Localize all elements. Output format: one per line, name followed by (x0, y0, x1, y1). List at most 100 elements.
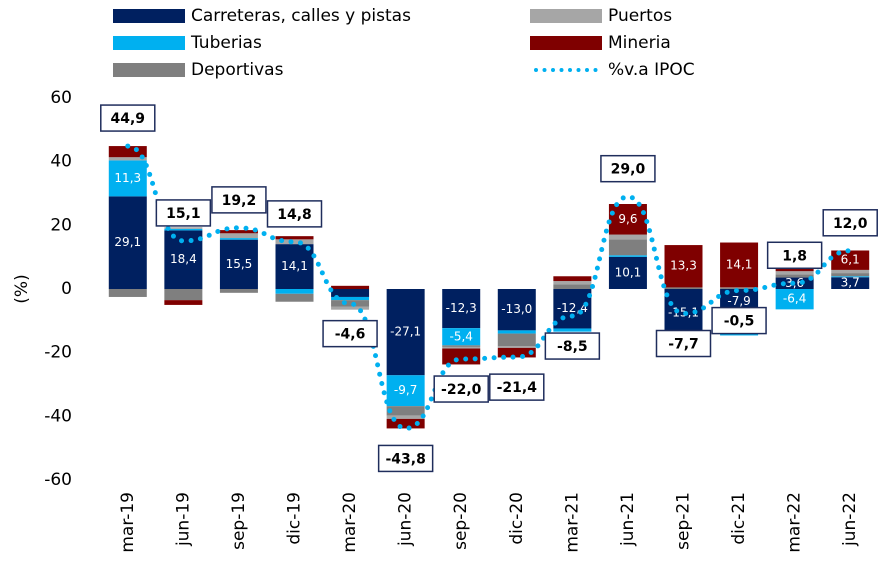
bar-segment (775, 271, 814, 275)
x-tick-label: jun-22 (840, 492, 860, 547)
bar-segment (219, 239, 258, 289)
bar-segment (275, 239, 314, 245)
bar-segment (108, 160, 147, 197)
y-tick-label: -60 (44, 470, 72, 490)
data-label: 15,5 (226, 257, 253, 271)
legend-label: %v.a IPOC (608, 60, 695, 80)
x-tick-label: dic-20 (507, 492, 527, 545)
bar-segment (497, 347, 536, 358)
callout-box (489, 373, 545, 401)
legend-swatch (530, 36, 602, 50)
bar-segment (275, 236, 314, 240)
callout-label: -22,0 (441, 382, 482, 398)
callout: -4,6 (322, 319, 378, 348)
bar-segment (331, 306, 370, 310)
callout: -0,5 (711, 306, 767, 335)
bar-segment (164, 300, 203, 305)
callout-box (322, 319, 378, 348)
x-tick-label: sep-21 (674, 492, 694, 550)
data-label: -7,9 (727, 294, 750, 308)
callout-box (377, 444, 434, 473)
bar-segment (553, 276, 592, 282)
callout-label: 12,0 (833, 216, 868, 232)
callout-box (433, 375, 489, 403)
bar-segment (553, 281, 592, 285)
bar-segment (775, 274, 814, 278)
legend-label: Deportivas (191, 60, 284, 80)
bar-segment (164, 228, 203, 231)
bar-segment (164, 227, 203, 229)
bar-segment (275, 293, 314, 302)
bar-segment (831, 250, 870, 270)
data-label: -6,4 (783, 292, 806, 306)
bar-segment (553, 289, 592, 329)
data-label: 14,1 (281, 259, 308, 273)
data-label: 13,3 (670, 259, 697, 273)
callout: 29,0 (600, 154, 656, 183)
bar-segment (608, 234, 647, 240)
callout-box (822, 209, 878, 237)
legend-swatch (113, 63, 185, 77)
bar-segment (331, 285, 370, 289)
legend-swatch (113, 9, 185, 23)
bar-segment (275, 289, 314, 294)
callout-box (266, 200, 323, 228)
data-label: 18,4 (170, 252, 197, 266)
data-label: 29,1 (114, 235, 141, 249)
bar-segment (386, 375, 425, 407)
bar-segment (442, 346, 481, 349)
callout: 12,0 (822, 209, 878, 237)
data-label: -12,3 (446, 301, 477, 315)
callout-box (600, 154, 656, 183)
bar-segment (442, 328, 481, 346)
bar-segment (497, 333, 536, 347)
bar-segment (331, 289, 370, 297)
bar-segment (108, 146, 147, 158)
callout-box (766, 241, 823, 270)
line-series (125, 143, 853, 431)
bar-segment (442, 345, 481, 347)
legend-swatch (113, 36, 185, 50)
bar-segment (497, 346, 536, 348)
callout: -8,5 (544, 332, 601, 360)
callout: 44,9 (100, 104, 156, 132)
legend-label: Carreteras, calles y pistas (191, 6, 411, 26)
x-tick-label: jun-21 (618, 492, 638, 547)
bar-segment (831, 273, 870, 277)
callout-label: -21,4 (497, 380, 538, 396)
callout-label: 14,8 (277, 207, 312, 223)
bar-segment (331, 296, 370, 301)
y-tick-label: -20 (44, 343, 72, 363)
callout: 19,2 (211, 186, 267, 214)
data-label: 3,7 (841, 276, 860, 290)
bar-segment (108, 196, 147, 289)
bar-segment (108, 157, 147, 161)
bar-segment (219, 233, 258, 239)
data-label: -9,7 (394, 383, 417, 397)
data-label: 10,1 (615, 265, 642, 279)
callout-label: -0,5 (724, 314, 755, 330)
y-tick-label: 60 (50, 88, 72, 108)
x-tick-label: mar-22 (785, 492, 805, 553)
y-tick-label: -40 (44, 406, 72, 426)
bar-segment (831, 269, 870, 274)
callout: -21,4 (489, 373, 545, 401)
legend-label: Puertos (608, 6, 672, 26)
callout-box (655, 329, 712, 358)
data-label: -12,4 (557, 301, 588, 315)
callout-box (544, 332, 601, 360)
bar-segment (831, 277, 870, 289)
bar-segment (219, 238, 258, 240)
callout-label: 29,0 (611, 162, 646, 178)
callout-box (211, 186, 267, 214)
data-label: -5,4 (450, 329, 473, 343)
legend-label: Tuberias (190, 33, 262, 53)
callout-label: -4,6 (335, 327, 366, 343)
callout-box (711, 306, 767, 335)
bar-segment (720, 242, 759, 288)
callout-label: -7,7 (668, 337, 699, 353)
bar-segment (608, 204, 647, 235)
callout: -7,7 (655, 329, 712, 358)
bar-segment (386, 406, 425, 416)
x-tick-label: dic-19 (285, 492, 305, 545)
